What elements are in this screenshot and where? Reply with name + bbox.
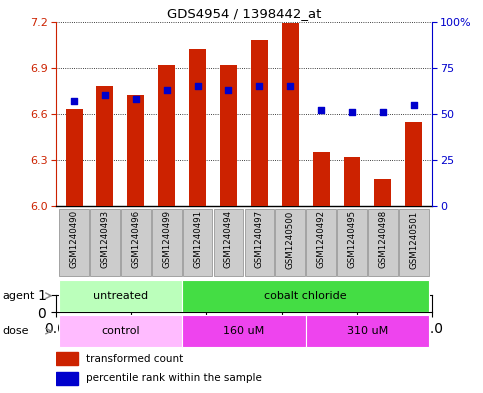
Text: GSM1240498: GSM1240498 <box>378 210 387 268</box>
FancyBboxPatch shape <box>213 209 243 276</box>
Text: GSM1240497: GSM1240497 <box>255 210 264 268</box>
FancyBboxPatch shape <box>244 209 274 276</box>
Text: GSM1240491: GSM1240491 <box>193 210 202 268</box>
Point <box>225 87 232 93</box>
Text: 160 uM: 160 uM <box>223 326 265 336</box>
Point <box>70 98 78 104</box>
Bar <box>313 152 329 206</box>
Title: GDS4954 / 1398442_at: GDS4954 / 1398442_at <box>167 7 321 20</box>
Text: GSM1240492: GSM1240492 <box>317 210 326 268</box>
Text: 310 uM: 310 uM <box>347 326 388 336</box>
Point <box>132 96 140 102</box>
Point <box>286 83 294 89</box>
Text: GSM1240496: GSM1240496 <box>131 210 141 268</box>
Bar <box>343 157 360 206</box>
FancyBboxPatch shape <box>152 209 182 276</box>
Point <box>101 92 109 99</box>
Text: control: control <box>101 326 140 336</box>
FancyBboxPatch shape <box>368 209 398 276</box>
FancyBboxPatch shape <box>337 209 367 276</box>
Bar <box>97 86 114 206</box>
Bar <box>56 372 78 385</box>
Point <box>348 109 356 115</box>
Point <box>410 101 418 108</box>
Bar <box>189 50 206 206</box>
Bar <box>56 352 78 365</box>
FancyBboxPatch shape <box>306 315 429 347</box>
FancyBboxPatch shape <box>90 209 120 276</box>
Bar <box>374 179 391 206</box>
FancyBboxPatch shape <box>59 209 89 276</box>
FancyBboxPatch shape <box>275 209 305 276</box>
Text: transformed count: transformed count <box>85 354 183 364</box>
Text: GSM1240499: GSM1240499 <box>162 210 171 268</box>
FancyBboxPatch shape <box>58 280 182 312</box>
Text: GSM1240490: GSM1240490 <box>70 210 79 268</box>
Point <box>163 87 170 93</box>
Point <box>256 83 263 89</box>
Point <box>317 107 325 114</box>
Text: GSM1240495: GSM1240495 <box>347 210 356 268</box>
Bar <box>251 40 268 206</box>
Text: GSM1240500: GSM1240500 <box>286 210 295 268</box>
FancyBboxPatch shape <box>183 209 213 276</box>
FancyBboxPatch shape <box>399 209 428 276</box>
Text: GSM1240493: GSM1240493 <box>100 210 110 268</box>
Bar <box>66 109 83 206</box>
Text: GSM1240501: GSM1240501 <box>409 210 418 268</box>
Bar <box>220 65 237 206</box>
Point <box>194 83 201 89</box>
Text: dose: dose <box>2 326 29 336</box>
Text: GSM1240494: GSM1240494 <box>224 210 233 268</box>
FancyBboxPatch shape <box>121 209 151 276</box>
Bar <box>158 65 175 206</box>
Point <box>379 109 387 115</box>
FancyBboxPatch shape <box>182 315 306 347</box>
Bar <box>282 23 298 206</box>
Bar <box>405 122 422 206</box>
Text: cobalt chloride: cobalt chloride <box>264 291 347 301</box>
Text: percentile rank within the sample: percentile rank within the sample <box>85 373 262 383</box>
Text: untreated: untreated <box>93 291 148 301</box>
Bar <box>128 95 144 206</box>
Text: agent: agent <box>2 291 35 301</box>
FancyBboxPatch shape <box>58 315 182 347</box>
FancyBboxPatch shape <box>306 209 336 276</box>
FancyBboxPatch shape <box>182 280 429 312</box>
